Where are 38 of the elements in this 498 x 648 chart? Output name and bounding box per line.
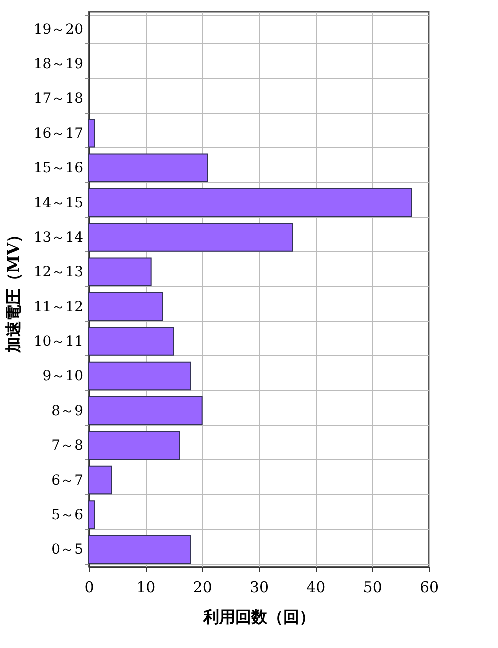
bar xyxy=(88,327,174,356)
bar xyxy=(88,119,96,148)
y-tick-label: 11～12 xyxy=(34,299,84,316)
bar xyxy=(88,223,294,252)
y-tick-label: 10～11 xyxy=(34,334,84,350)
y-tick-label: 15～16 xyxy=(34,160,84,177)
y-tick-label: 13～14 xyxy=(34,230,84,246)
x-tick-label: 10 xyxy=(136,578,156,596)
bar xyxy=(88,431,180,460)
x-tick-label: 0 xyxy=(84,578,94,596)
bar xyxy=(88,466,112,495)
x-tick-label: 50 xyxy=(363,578,382,596)
x-axis-title: 利用回数（回） xyxy=(202,608,316,626)
x-tick-label: 30 xyxy=(250,578,270,596)
y-tick-label: 12～13 xyxy=(34,264,84,281)
x-tick-label: 20 xyxy=(193,578,212,596)
bar xyxy=(88,154,208,182)
bar xyxy=(88,362,192,391)
bar xyxy=(88,258,152,287)
x-tick-label: 60 xyxy=(420,578,440,596)
bar xyxy=(88,500,96,530)
y-axis-title: 加速電圧（MV） xyxy=(4,226,23,354)
bar xyxy=(88,396,203,426)
y-tick-label: 14～15 xyxy=(34,195,84,212)
bar xyxy=(88,535,192,564)
y-tick-label: 19～20 xyxy=(34,22,84,38)
y-tick-label: 8～9 xyxy=(52,403,84,420)
y-tick-label: 5～6 xyxy=(52,507,84,524)
bar xyxy=(88,292,164,322)
y-tick-label: 7～8 xyxy=(52,438,84,454)
bar xyxy=(88,188,412,218)
y-tick-label: 17～18 xyxy=(34,91,84,108)
y-tick-label: 6～7 xyxy=(52,472,84,489)
x-tick-label: 40 xyxy=(306,578,326,596)
y-tick-label: 9～10 xyxy=(42,368,84,385)
y-tick-label: 0～5 xyxy=(52,542,84,558)
y-tick-label: 16～17 xyxy=(34,126,84,142)
y-tick-label: 18～19 xyxy=(34,56,84,73)
